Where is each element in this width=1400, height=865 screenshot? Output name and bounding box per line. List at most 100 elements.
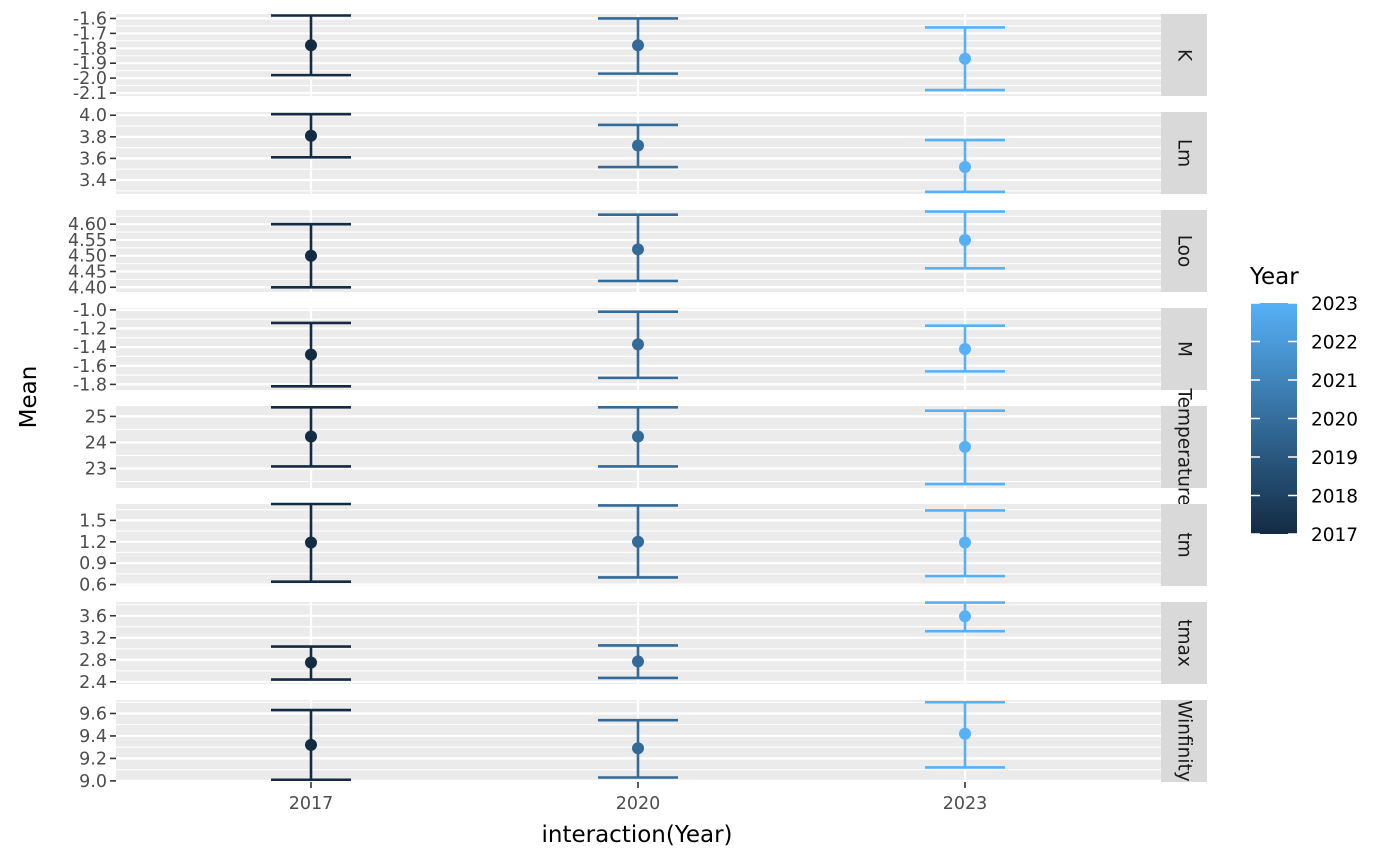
mean-point-2017 xyxy=(305,656,317,669)
strip-background xyxy=(1161,112,1207,194)
strip-label: K xyxy=(1174,49,1195,62)
mean-point-2020 xyxy=(632,430,644,443)
facet-tm: 0.60.91.21.5 tm xyxy=(79,502,1207,596)
mean-point-2017 xyxy=(305,348,317,361)
strip-label: Lm xyxy=(1174,139,1195,167)
strip-label: Winfinity xyxy=(1174,700,1195,782)
legend-label: 2021 xyxy=(1311,371,1358,392)
y-tick-label: 3.6 xyxy=(79,607,107,627)
y-tick-label: 2.8 xyxy=(79,651,107,671)
mean-point-2023 xyxy=(959,52,971,65)
mean-point-2023 xyxy=(959,536,971,549)
facet-temperature: 23 24 25 Temperature xyxy=(85,387,1207,506)
facet-tmax: 2.42.83.23.6 tmax xyxy=(79,601,1207,693)
strip-label: tmax xyxy=(1174,619,1195,667)
y-tick-label: 3.2 xyxy=(79,629,107,649)
y-tick-label: 1.2 xyxy=(79,533,107,553)
y-tick-label: 0.6 xyxy=(79,576,107,596)
y-tick-label: 4.55 xyxy=(68,231,107,251)
x-tick-label: 2023 xyxy=(943,794,988,814)
facet-m: -1.0-1.2-1.4-1.6-1.8 M xyxy=(73,301,1207,395)
y-tick-label: -2.1 xyxy=(73,84,107,104)
y-tick-label: 3.8 xyxy=(79,128,107,148)
strip-background xyxy=(1161,700,1207,782)
strip-background xyxy=(1161,406,1207,488)
facet-panels: -1.6-1.7-1.8-1.9-2.0-2.1K3.43.63.84.0Lm4… xyxy=(68,9,1207,792)
y-tick-label: 9.0 xyxy=(79,772,107,792)
y-tick-label: 4.60 xyxy=(68,215,107,235)
legend-label: 2017 xyxy=(1311,525,1358,546)
y-tick-label: 23 xyxy=(85,459,107,479)
y-tick-label: 9.2 xyxy=(79,749,107,769)
y-tick-label: -1.9 xyxy=(73,54,107,74)
mean-point-2020 xyxy=(632,742,644,755)
y-tick-label: -1.6 xyxy=(73,9,107,29)
facet-lm: 3.43.63.84.0 Lm xyxy=(79,106,1207,194)
mean-point-2023 xyxy=(959,161,971,174)
mean-point-2023 xyxy=(959,343,971,355)
x-tick-label: 2017 xyxy=(289,794,334,814)
y-tick-label: -1.7 xyxy=(73,24,107,44)
y-tick-label: 9.6 xyxy=(79,704,107,724)
strip-background xyxy=(1161,210,1207,292)
legend-ticks: 2017 2018 2019 2020 2021 2022 2023 xyxy=(1251,294,1358,546)
y-axis-title: Mean xyxy=(16,366,42,429)
mean-point-2023 xyxy=(959,233,971,246)
strip-background xyxy=(1161,504,1207,586)
y-tick-label: -1.8 xyxy=(73,375,107,395)
strip-label: Loo xyxy=(1174,235,1195,268)
y-tick-label: 0.9 xyxy=(79,554,107,574)
y-tick-label: 9.4 xyxy=(79,727,107,747)
strip-background xyxy=(1161,14,1207,96)
x-axis: 2017 2020 2023 xyxy=(289,782,988,814)
strip-label: tm xyxy=(1174,532,1195,557)
y-tick-label: -1.6 xyxy=(73,357,107,377)
strip-label: Temperature xyxy=(1174,387,1195,505)
mean-point-2020 xyxy=(632,655,644,668)
y-tick-label: 3.4 xyxy=(79,171,107,191)
y-tick-label: 4.40 xyxy=(68,278,107,298)
strip-label: M xyxy=(1174,341,1195,357)
y-tick-label: -2.0 xyxy=(73,69,107,89)
mean-point-2020 xyxy=(632,243,644,256)
x-axis-title: interaction(Year) xyxy=(541,822,732,848)
y-tick-label: 25 xyxy=(85,407,107,427)
mean-point-2017 xyxy=(305,39,317,52)
strip-background xyxy=(1161,308,1207,390)
mean-point-2020 xyxy=(632,535,644,548)
mean-point-2017 xyxy=(305,129,317,142)
mean-point-2023 xyxy=(959,610,971,623)
mean-point-2020 xyxy=(632,139,644,152)
mean-point-2017 xyxy=(305,536,317,549)
mean-point-2017 xyxy=(305,430,317,443)
legend-label: 2019 xyxy=(1311,448,1358,469)
y-tick-label: 2.4 xyxy=(79,673,107,693)
facet-loo: 4.404.454.504.554.60 Loo xyxy=(68,210,1207,298)
y-tick-label: 3.6 xyxy=(79,149,107,169)
y-tick-label: 1.5 xyxy=(79,511,107,531)
legend: Year 2017 2018 2019 2020 2021 2022 2023 xyxy=(1249,264,1358,546)
y-tick-label: -1.4 xyxy=(73,338,107,358)
legend-title: Year xyxy=(1249,264,1299,290)
y-tick-label: -1.8 xyxy=(73,39,107,59)
y-tick-label: -1.0 xyxy=(73,301,107,321)
facet-winfinity: 9.0 9.29.4 9.6 Winfinity xyxy=(79,700,1207,792)
mean-point-2017 xyxy=(305,738,317,751)
mean-point-2020 xyxy=(632,338,644,351)
legend-label: 2020 xyxy=(1311,410,1358,431)
strip-background xyxy=(1161,602,1207,684)
facet-k: -1.6-1.7-1.8-1.9-2.0-2.1 K xyxy=(73,9,1207,104)
y-tick-label: 24 xyxy=(85,433,107,453)
y-tick-label: -1.2 xyxy=(73,320,107,340)
legend-label: 2018 xyxy=(1311,487,1358,508)
y-tick-label: 4.45 xyxy=(68,263,107,283)
mean-point-2020 xyxy=(632,39,644,52)
y-tick-label: 4.0 xyxy=(79,106,107,126)
mean-point-2023 xyxy=(959,440,971,453)
x-tick-label: 2020 xyxy=(616,794,661,814)
legend-label: 2022 xyxy=(1311,333,1358,354)
mean-point-2023 xyxy=(959,727,971,740)
mean-point-2017 xyxy=(305,249,317,262)
legend-label: 2023 xyxy=(1311,294,1358,315)
